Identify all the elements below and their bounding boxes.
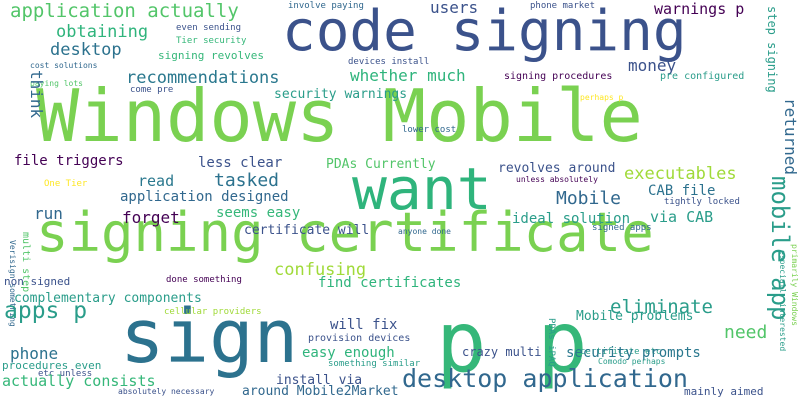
cloud-word: absolutely necessary (118, 387, 215, 396)
cloud-word: Tier security (176, 36, 247, 46)
cloud-word: complementary components (14, 291, 202, 306)
cloud-word: tasked (214, 170, 280, 191)
cloud-word: money (628, 56, 677, 75)
cloud-word: obtaining (56, 22, 149, 42)
cloud-word: recommendations (126, 68, 280, 88)
cloud-word: actually consists (2, 372, 156, 390)
cloud-word: anyone done (398, 227, 451, 236)
cloud-word: around Mobile2Market (242, 384, 399, 399)
cloud-word: etc unless (38, 369, 93, 379)
cloud-word: certificate etc (580, 347, 662, 357)
cloud-word: think (27, 70, 46, 119)
cloud-word: want (352, 155, 492, 223)
cloud-word: unless absolutely (516, 175, 598, 184)
cloud-word: whether much (350, 66, 466, 85)
cloud-word: PDAs iPAQ (546, 318, 556, 367)
cloud-word: ideal solution (512, 211, 631, 227)
cloud-word: Mobile (556, 188, 622, 209)
cloud-word: sign (120, 294, 299, 380)
cloud-word: users (430, 0, 479, 17)
cloud-word: phone (10, 344, 59, 363)
cloud-word: via CAB (650, 208, 714, 226)
cloud-word: install via (276, 373, 363, 388)
cloud-word: certificate will (244, 223, 370, 238)
cloud-word: Comodo perhaps (598, 357, 666, 366)
cloud-word: confusing (274, 260, 367, 280)
cloud-word: executables (624, 164, 737, 184)
cloud-word: Mobile problems (576, 309, 694, 324)
cloud-word: devices install (348, 57, 430, 67)
cloud-word: involve paying (288, 1, 364, 11)
cloud-word: One Tier (44, 179, 88, 189)
cloud-word: signing revolves (158, 49, 264, 62)
cloud-word: code signing (282, 0, 687, 64)
cloud-word: pre configured (660, 71, 745, 82)
cloud-word: run (34, 204, 63, 223)
cloud-word: application designed (120, 189, 289, 205)
cloud-word: warnings p (654, 0, 745, 18)
cloud-word: cellular providers (164, 307, 262, 317)
cloud-word: easy enough (302, 345, 395, 361)
cloud-word: less clear (198, 155, 283, 171)
cloud-word: non signed (4, 275, 71, 288)
cloud-word: provision devices (308, 333, 411, 344)
cloud-word: eliminate (610, 296, 713, 318)
cloud-word: find certificates (318, 275, 462, 291)
cloud-word: security warnings (274, 87, 408, 102)
cloud-word: primarily Windows (790, 244, 799, 326)
cloud-word: returned (781, 98, 800, 176)
cloud-word: signing certificate (36, 201, 654, 264)
cloud-word: phone market (530, 1, 596, 11)
cloud-word: crazy multi (462, 345, 542, 359)
cloud-word: even sending (176, 23, 242, 33)
cloud-word: revolves around (498, 161, 616, 176)
cloud-word: application actually (10, 0, 239, 22)
cloud-word: cost solutions (30, 61, 98, 70)
cloud-word: signing procedures (504, 71, 613, 82)
cloud-word: p p (436, 293, 588, 391)
cloud-word: desktop application (402, 364, 688, 393)
cloud-word: especially interested (778, 250, 787, 352)
cloud-word: desktop (50, 40, 122, 60)
cloud-word: procedures even (2, 359, 102, 372)
cloud-word: lower cost (402, 125, 457, 135)
cloud-word: read (138, 172, 175, 190)
cloud-word: PDAs Currently (326, 157, 436, 172)
cloud-word: paying lots (30, 79, 83, 88)
cloud-word: tightly locked (664, 197, 740, 207)
cloud-word: something similar (328, 359, 421, 369)
cloud-word: seems easy (216, 205, 301, 221)
cloud-word: perhaps p (580, 93, 624, 102)
cloud-word: step signing (765, 6, 779, 93)
cloud-word: need (724, 322, 768, 343)
cloud-word: forget (122, 208, 180, 227)
cloud-word: signed apps (592, 223, 652, 233)
cloud-word: security prompts (566, 345, 701, 361)
cloud-word: done something (166, 275, 242, 285)
cloud-word: come pre (130, 85, 174, 95)
cloud-word: mainly aimed (684, 385, 764, 398)
cloud-word: CAB file (648, 183, 716, 199)
cloud-word: will fix (330, 317, 398, 333)
cloud-word: apps p (4, 298, 88, 324)
cloud-word: file triggers (14, 153, 124, 169)
cloud-word: Windows Mobile (36, 74, 643, 158)
